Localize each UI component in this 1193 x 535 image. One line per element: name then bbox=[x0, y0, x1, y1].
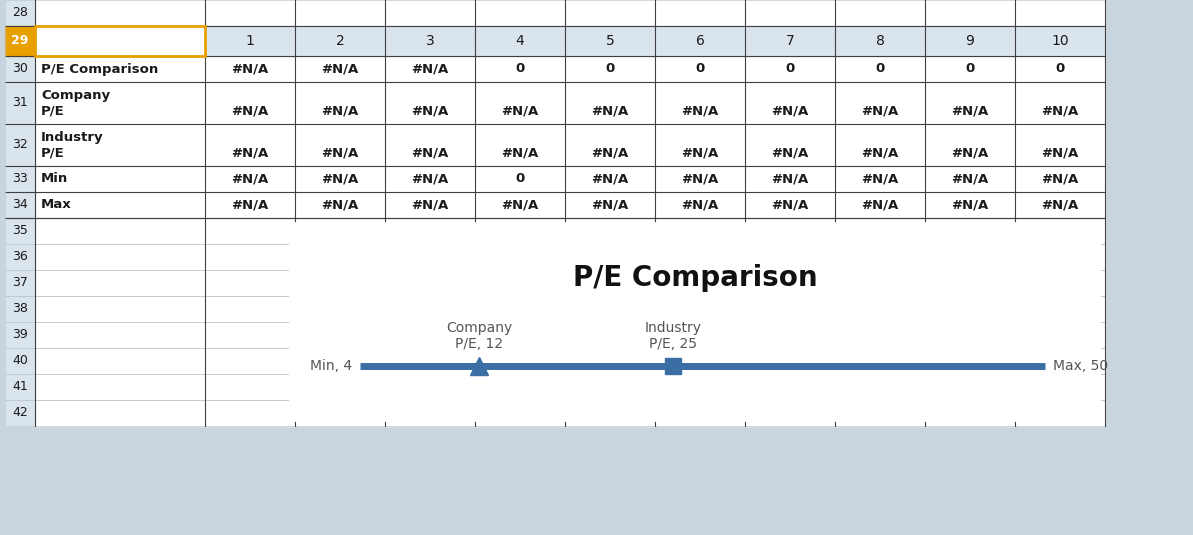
Text: 3: 3 bbox=[426, 34, 434, 48]
Text: 41: 41 bbox=[12, 380, 27, 394]
Bar bbox=[35, 26, 205, 56]
Text: 0: 0 bbox=[1056, 63, 1064, 75]
Text: 30: 30 bbox=[12, 63, 27, 75]
Text: #N/A: #N/A bbox=[321, 198, 359, 211]
Text: 36: 36 bbox=[12, 250, 27, 264]
Text: #N/A: #N/A bbox=[592, 105, 629, 118]
Text: 0: 0 bbox=[965, 63, 975, 75]
Text: 4: 4 bbox=[515, 34, 525, 48]
Text: #N/A: #N/A bbox=[1041, 105, 1078, 118]
Text: 29: 29 bbox=[11, 34, 29, 48]
Text: #N/A: #N/A bbox=[772, 105, 809, 118]
Text: #N/A: #N/A bbox=[592, 198, 629, 211]
Text: Max, 50: Max, 50 bbox=[1053, 358, 1108, 372]
Bar bbox=[5, 26, 35, 56]
Text: 37: 37 bbox=[12, 277, 27, 289]
Text: Min, 4: Min, 4 bbox=[310, 358, 352, 372]
Text: 38: 38 bbox=[12, 302, 27, 316]
Text: #N/A: #N/A bbox=[1041, 198, 1078, 211]
Text: 32: 32 bbox=[12, 139, 27, 151]
Text: #N/A: #N/A bbox=[501, 105, 538, 118]
Text: 42: 42 bbox=[12, 407, 27, 419]
Text: 6: 6 bbox=[696, 34, 704, 48]
Text: #N/A: #N/A bbox=[412, 105, 449, 118]
Text: P/E, 25: P/E, 25 bbox=[649, 337, 697, 350]
Text: #N/A: #N/A bbox=[861, 198, 898, 211]
Text: #N/A: #N/A bbox=[861, 147, 898, 160]
Text: 28: 28 bbox=[12, 6, 27, 19]
Text: #N/A: #N/A bbox=[861, 172, 898, 186]
Text: P/E Comparison: P/E Comparison bbox=[573, 264, 817, 293]
Text: #N/A: #N/A bbox=[951, 172, 989, 186]
Text: 7: 7 bbox=[786, 34, 795, 48]
Text: 0: 0 bbox=[605, 63, 614, 75]
Text: Industry: Industry bbox=[41, 131, 104, 144]
Text: Industry: Industry bbox=[644, 320, 701, 334]
Text: 31: 31 bbox=[12, 96, 27, 110]
Text: Company: Company bbox=[41, 89, 110, 102]
Text: #N/A: #N/A bbox=[1041, 172, 1078, 186]
Text: #N/A: #N/A bbox=[592, 172, 629, 186]
Text: #N/A: #N/A bbox=[951, 147, 989, 160]
Text: #N/A: #N/A bbox=[231, 105, 268, 118]
Text: 33: 33 bbox=[12, 172, 27, 186]
Text: #N/A: #N/A bbox=[412, 63, 449, 75]
Text: 8: 8 bbox=[876, 34, 884, 48]
Text: 2: 2 bbox=[335, 34, 345, 48]
Text: 35: 35 bbox=[12, 225, 27, 238]
Text: #N/A: #N/A bbox=[412, 198, 449, 211]
Text: #N/A: #N/A bbox=[412, 172, 449, 186]
Text: 40: 40 bbox=[12, 355, 27, 368]
Text: Company: Company bbox=[446, 320, 512, 334]
Text: #N/A: #N/A bbox=[772, 198, 809, 211]
Text: #N/A: #N/A bbox=[951, 198, 989, 211]
Text: #N/A: #N/A bbox=[681, 105, 718, 118]
Text: #N/A: #N/A bbox=[1041, 147, 1078, 160]
Text: #N/A: #N/A bbox=[321, 105, 359, 118]
Text: #N/A: #N/A bbox=[951, 105, 989, 118]
Text: P/E Comparison: P/E Comparison bbox=[41, 63, 159, 75]
Text: #N/A: #N/A bbox=[412, 147, 449, 160]
Text: 10: 10 bbox=[1051, 34, 1069, 48]
Text: 0: 0 bbox=[785, 63, 795, 75]
Text: #N/A: #N/A bbox=[772, 147, 809, 160]
Text: Max: Max bbox=[41, 198, 72, 211]
Text: #N/A: #N/A bbox=[592, 147, 629, 160]
Text: P/E, 12: P/E, 12 bbox=[455, 337, 503, 350]
Text: 5: 5 bbox=[606, 34, 614, 48]
Text: P/E: P/E bbox=[41, 105, 64, 118]
Bar bbox=[5, 0, 35, 426]
Text: #N/A: #N/A bbox=[681, 198, 718, 211]
Text: Min: Min bbox=[41, 172, 68, 186]
Text: #N/A: #N/A bbox=[681, 172, 718, 186]
Text: #N/A: #N/A bbox=[231, 172, 268, 186]
Text: 0: 0 bbox=[515, 172, 525, 186]
Bar bbox=[35, 26, 1105, 56]
Text: 9: 9 bbox=[965, 34, 975, 48]
Text: P/E: P/E bbox=[41, 147, 64, 160]
Text: 0: 0 bbox=[696, 63, 705, 75]
Text: 39: 39 bbox=[12, 328, 27, 341]
Text: 0: 0 bbox=[876, 63, 885, 75]
Text: #N/A: #N/A bbox=[321, 63, 359, 75]
Text: #N/A: #N/A bbox=[681, 147, 718, 160]
Text: 0: 0 bbox=[515, 63, 525, 75]
Text: #N/A: #N/A bbox=[321, 172, 359, 186]
Bar bbox=[35, 26, 205, 56]
Text: #N/A: #N/A bbox=[231, 198, 268, 211]
Bar bbox=[35, 0, 1105, 426]
Text: 1: 1 bbox=[246, 34, 254, 48]
Text: #N/A: #N/A bbox=[231, 147, 268, 160]
Text: #N/A: #N/A bbox=[501, 147, 538, 160]
Text: #N/A: #N/A bbox=[861, 105, 898, 118]
Text: #N/A: #N/A bbox=[231, 63, 268, 75]
Text: #N/A: #N/A bbox=[501, 198, 538, 211]
Bar bbox=[290, 223, 1100, 421]
Text: #N/A: #N/A bbox=[321, 147, 359, 160]
Text: 34: 34 bbox=[12, 198, 27, 211]
Text: #N/A: #N/A bbox=[772, 172, 809, 186]
